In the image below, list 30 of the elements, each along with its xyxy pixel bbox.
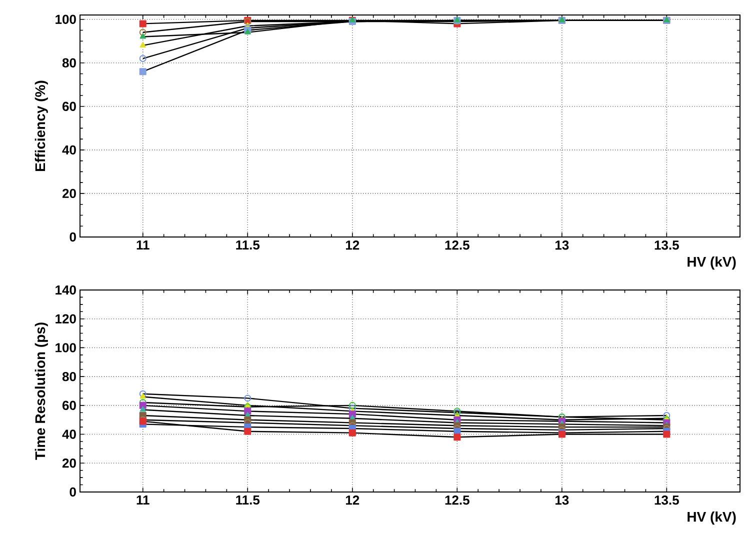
x-tick-label: 13.5	[654, 240, 679, 250]
y-tick-label: 20	[62, 188, 76, 198]
y-tick-label: 100	[56, 343, 76, 352]
y-tick-label: 40	[62, 145, 76, 155]
x-tick-label: 12	[346, 240, 360, 250]
x-tick-label: 11.5	[236, 496, 260, 505]
y-tick-label: 120	[56, 314, 76, 324]
y-tick-label: 100	[56, 14, 76, 24]
y-tick-label: 0	[70, 232, 76, 242]
y-axis-title: Efficiency (%)	[34, 80, 48, 171]
y-tick-label: 60	[62, 102, 76, 112]
x-tick-label: 11	[136, 496, 150, 504]
x-axis-title: HV (kV)	[688, 256, 736, 270]
x-tick-label: 12.5	[445, 496, 470, 505]
x-tick-label: 11	[136, 240, 150, 250]
x-axis-title: HV (kV)	[688, 512, 736, 525]
y-tick-label: 60	[62, 400, 76, 410]
y-axis-title: Time Resolution (ps)	[34, 322, 48, 460]
x-tick-label: 11.5	[236, 240, 260, 250]
x-tick-label: 13	[555, 240, 569, 250]
x-tick-label: 13.5	[654, 496, 679, 505]
y-tick-label: 20	[62, 458, 76, 468]
y-tick-label: 40	[62, 430, 76, 439]
y-tick-label: 140	[56, 285, 76, 295]
y-tick-label: 80	[62, 372, 76, 382]
x-tick-label: 13	[555, 496, 569, 505]
x-tick-label: 12.5	[445, 240, 470, 250]
y-tick-label: 0	[70, 487, 76, 497]
y-tick-label: 80	[62, 58, 76, 68]
x-tick-label: 12	[346, 496, 360, 505]
